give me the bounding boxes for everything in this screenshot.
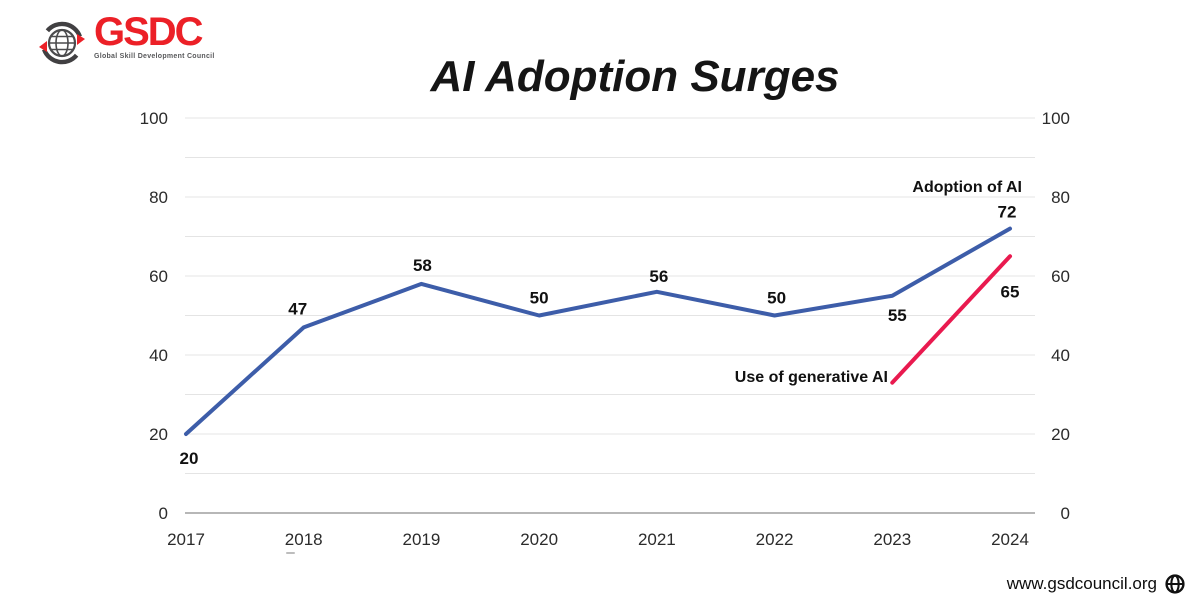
y-axis-tick-label-right: 0	[1061, 504, 1070, 523]
y-axis-tick-label-right: 20	[1051, 425, 1070, 444]
y-axis-tick-label-right: 80	[1051, 188, 1070, 207]
data-label: 20	[180, 449, 199, 468]
y-axis-tick-label-left: 100	[140, 109, 168, 128]
data-label: 47	[288, 299, 307, 318]
logo-wordmark: GSDC	[94, 10, 204, 54]
x-axis-tick-label: 2021	[638, 530, 676, 549]
y-axis-tick-label-left: 60	[149, 267, 168, 286]
x-axis-tick-label: 2024	[991, 530, 1029, 549]
logo-tagline: Global Skill Development Council	[94, 53, 215, 60]
x-axis-tick-label: 2019	[403, 530, 441, 549]
x-axis-tick-label: 2023	[873, 530, 911, 549]
series-label-genai: Use of generative AI	[735, 369, 888, 386]
adoption-line	[184, 226, 1012, 436]
x-axis-tick-label: 2018	[285, 530, 323, 549]
data-label: 58	[413, 256, 432, 275]
data-label: 50	[530, 289, 549, 308]
y-axis-tick-label-left: 0	[159, 504, 168, 523]
series-label-adoption: Adoption of AI	[912, 179, 1022, 196]
y-axis-tick-label-right: 60	[1051, 267, 1070, 286]
y-axis-tick-label-right: 100	[1042, 109, 1070, 128]
footer: www.gsdcouncil.org	[1007, 573, 1186, 595]
data-label: 65	[1001, 282, 1020, 301]
data-label: 50	[767, 289, 786, 308]
y-axis-tick-label-left: 20	[149, 425, 168, 444]
data-label: 72	[998, 203, 1017, 222]
x-axis-tick-label: 2022	[756, 530, 794, 549]
gsdc-globe-icon	[39, 21, 85, 65]
genai-line	[890, 254, 1012, 385]
globe-icon	[1165, 574, 1185, 594]
chart-title: AI Adoption Surges	[430, 52, 840, 101]
logo-text-block: GSDC Global Skill Development Council	[94, 10, 215, 60]
x-axis-tick-label: 2017	[167, 530, 205, 549]
footer-url[interactable]: www.gsdcouncil.org	[1006, 574, 1157, 593]
gsdc-logo: GSDC Global Skill Development Council	[34, 10, 215, 68]
stray-mark	[286, 552, 295, 554]
y-axis-tick-label-left: 40	[149, 346, 168, 365]
data-label: 56	[649, 267, 668, 286]
y-axis-tick-label-left: 80	[149, 188, 168, 207]
data-label: 55	[888, 306, 907, 325]
x-axis-tick-label: 2020	[520, 530, 558, 549]
y-axis-tick-label-right: 40	[1051, 346, 1070, 365]
